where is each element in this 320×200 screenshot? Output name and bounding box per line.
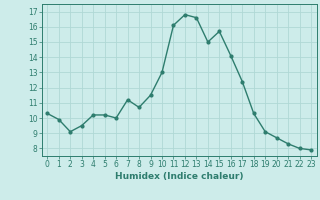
X-axis label: Humidex (Indice chaleur): Humidex (Indice chaleur) xyxy=(115,172,244,181)
